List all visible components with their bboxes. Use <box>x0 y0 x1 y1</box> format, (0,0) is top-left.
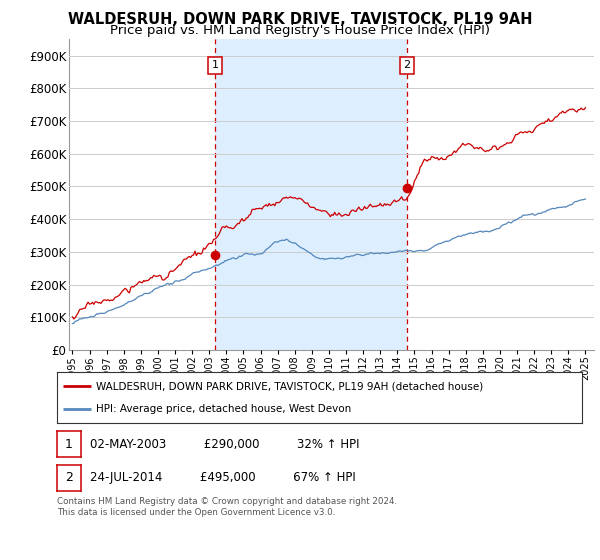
Bar <box>215 39 407 350</box>
Text: WALDESRUH, DOWN PARK DRIVE, TAVISTOCK, PL19 9AH: WALDESRUH, DOWN PARK DRIVE, TAVISTOCK, P… <box>68 12 532 27</box>
Text: 24-JUL-2014          £495,000          67% ↑ HPI: 24-JUL-2014 £495,000 67% ↑ HPI <box>90 471 356 484</box>
Text: 2: 2 <box>403 60 410 71</box>
Text: 1: 1 <box>212 60 219 71</box>
Text: HPI: Average price, detached house, West Devon: HPI: Average price, detached house, West… <box>97 404 352 414</box>
Text: 1: 1 <box>65 437 73 451</box>
Text: Price paid vs. HM Land Registry's House Price Index (HPI): Price paid vs. HM Land Registry's House … <box>110 24 490 37</box>
Text: 2: 2 <box>65 471 73 484</box>
Text: Contains HM Land Registry data © Crown copyright and database right 2024.
This d: Contains HM Land Registry data © Crown c… <box>57 497 397 517</box>
Text: WALDESRUH, DOWN PARK DRIVE, TAVISTOCK, PL19 9AH (detached house): WALDESRUH, DOWN PARK DRIVE, TAVISTOCK, P… <box>97 381 484 391</box>
Text: 02-MAY-2003          £290,000          32% ↑ HPI: 02-MAY-2003 £290,000 32% ↑ HPI <box>90 437 359 451</box>
